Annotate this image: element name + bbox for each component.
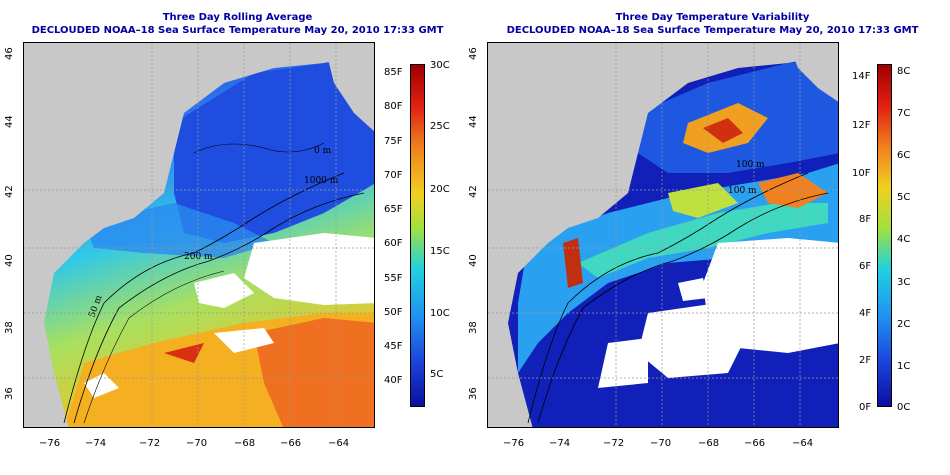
x-tick-label: −66 — [744, 438, 766, 449]
colorbar-label: 75F — [384, 136, 403, 147]
panel-title: Three Day Temperature Variability — [615, 12, 810, 23]
colorbar-label: 8F — [859, 214, 872, 225]
colorbar-label: 3C — [897, 277, 911, 288]
y-tick-label: 38 — [4, 321, 15, 334]
colorbar-label: 5C — [897, 192, 911, 203]
colorbar-label: 7C — [897, 108, 911, 119]
sst-average-map[interactable]: 200 m 50 m 1000 m 0 m — [23, 42, 375, 428]
y-tick-label: 38 — [468, 321, 479, 334]
colorbar — [877, 64, 892, 407]
y-tick-label: 36 — [468, 387, 479, 400]
panel-subtitle: DECLOUDED NOAA–18 Sea Surface Temperatur… — [506, 25, 919, 36]
colorbar-label: 30C — [430, 60, 450, 71]
colorbar-label: 4F — [859, 308, 872, 319]
x-tick-label: −64 — [328, 438, 350, 449]
y-tick-label: 40 — [4, 254, 15, 267]
colorbar-label: 55F — [384, 273, 403, 284]
y-tick-label: 42 — [468, 185, 479, 198]
x-tick-label: −72 — [603, 438, 625, 449]
colorbar-label: 15C — [430, 246, 450, 257]
x-tick-label: −64 — [792, 438, 814, 449]
colorbar-label: 50F — [384, 307, 403, 318]
colorbar-label: 40F — [384, 375, 403, 386]
x-tick-label: −76 — [503, 438, 525, 449]
colorbar-label: 25C — [430, 121, 450, 132]
colorbar-label: 5C — [430, 369, 444, 380]
x-tick-label: −74 — [549, 438, 571, 449]
x-tick-label: −70 — [186, 438, 208, 449]
colorbar-label: 0F — [859, 402, 872, 413]
map-image: 200 m 50 m 1000 m 0 m — [24, 43, 374, 427]
colorbar-label: 2F — [859, 355, 872, 366]
sst-variability-panel: Three Day Temperature Variability DECLOU… — [468, 0, 950, 475]
colorbar-label: 6F — [859, 261, 872, 272]
colorbar-label: 14F — [852, 71, 871, 82]
colorbar-label: 2C — [897, 319, 911, 330]
colorbar-label: 1C — [897, 361, 911, 372]
colorbar-label: 85F — [384, 67, 403, 78]
colorbar-label: 10C — [430, 308, 450, 319]
colorbar-label: 10F — [852, 168, 871, 179]
x-tick-label: −66 — [280, 438, 302, 449]
x-tick-label: −68 — [234, 438, 256, 449]
colorbar-label: 20C — [430, 184, 450, 195]
contour-label: 0 m — [314, 146, 332, 156]
sst-variability-map[interactable]: 100 m 100 m — [487, 42, 839, 428]
colorbar-label: 6C — [897, 150, 911, 161]
x-tick-label: −74 — [85, 438, 107, 449]
colorbar-label: 45F — [384, 341, 403, 352]
sst-average-panel: Three Day Rolling Average DECLOUDED NOAA… — [4, 12, 450, 449]
y-tick-label: 46 — [468, 47, 479, 60]
y-tick-label: 46 — [4, 47, 15, 60]
x-tick-label: −68 — [698, 438, 720, 449]
colorbar-label: 70F — [384, 170, 403, 181]
colorbar-label: 8C — [897, 66, 911, 77]
colorbar-label: 80F — [384, 101, 403, 112]
colorbar-label: 0C — [897, 402, 911, 413]
y-tick-label: 40 — [468, 254, 479, 267]
contour-label: 200 m — [184, 252, 213, 262]
colorbar-label: 4C — [897, 234, 911, 245]
colorbar-label: 12F — [852, 120, 871, 131]
y-tick-label: 42 — [4, 185, 15, 198]
map-image: 100 m 100 m — [488, 43, 838, 427]
x-tick-label: −72 — [139, 438, 161, 449]
y-tick-label: 36 — [4, 387, 15, 400]
contour-label: 100 m — [728, 186, 757, 196]
y-tick-label: 44 — [4, 115, 15, 128]
panel-subtitle: DECLOUDED NOAA–18 Sea Surface Temperatur… — [31, 25, 444, 36]
x-tick-label: −70 — [650, 438, 672, 449]
colorbar-label: 60F — [384, 238, 403, 249]
contour-label: 1000 m — [304, 176, 339, 186]
colorbar-label: 65F — [384, 204, 403, 215]
contour-label: 100 m — [736, 160, 765, 170]
colorbar — [410, 64, 425, 407]
panel-title: Three Day Rolling Average — [162, 12, 313, 23]
y-tick-label: 44 — [468, 115, 479, 128]
x-tick-label: −76 — [39, 438, 61, 449]
